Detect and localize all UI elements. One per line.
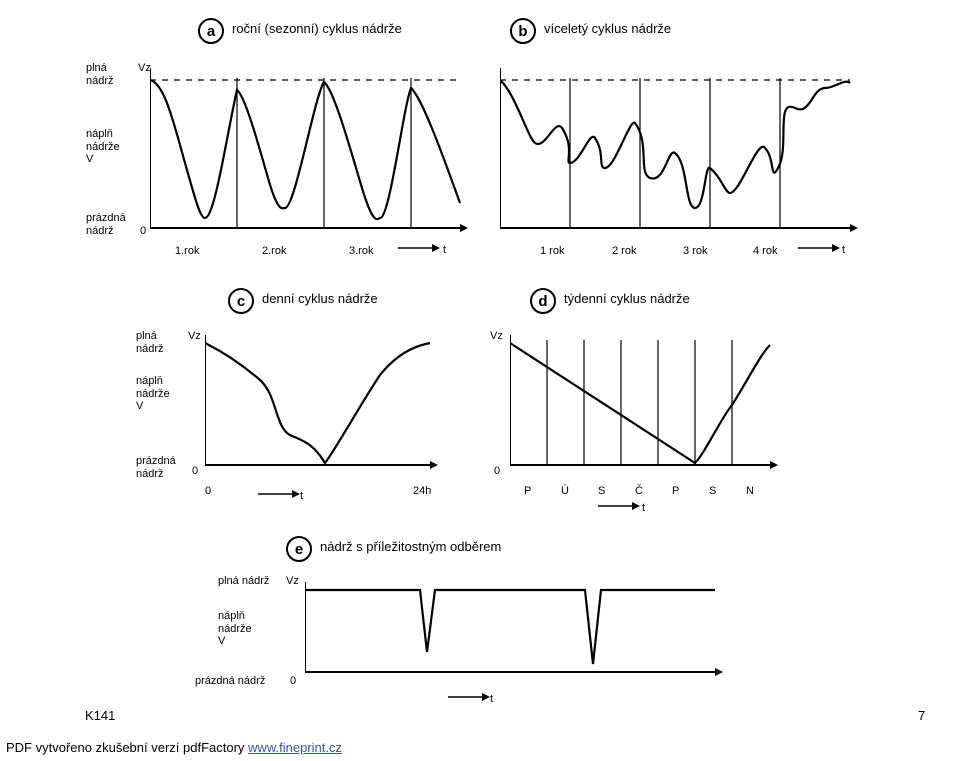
xtick-d-4: P [672, 485, 679, 498]
chart-b [500, 68, 870, 258]
footer-pdf-link[interactable]: www.fineprint.cz [248, 740, 342, 755]
xtick-b-3: 3 rok [683, 245, 707, 258]
vz-label-a: Vz [138, 62, 151, 75]
panel-d-header: d [530, 288, 556, 314]
time-t-a: t [443, 244, 446, 257]
panel-b-header: b [510, 18, 536, 44]
time-t-c: t [300, 490, 303, 503]
xtick-a-3: 3.rok [349, 245, 373, 258]
panel-e-header: e [286, 536, 312, 562]
chart-a [150, 68, 470, 258]
letter-d-icon: d [530, 288, 556, 314]
xtick-b-1: 1 rok [540, 245, 564, 258]
footer-page-number: 7 [918, 708, 925, 723]
panel-c-title: denní cyklus nádrže [262, 292, 378, 307]
xtick-d-6: N [746, 485, 754, 498]
vz-label-e: Vz [286, 575, 299, 588]
xtick-a-2: 2.rok [262, 245, 286, 258]
label-full-cd: plná nádrž [136, 330, 164, 355]
panel-e-title: nádrž s příležitostným odběrem [320, 540, 501, 555]
time-arrow-a-icon [398, 242, 440, 254]
footer-pdf: PDF vytvořeno zkušební verzí pdfFactory … [6, 740, 342, 755]
time-t-d: t [642, 502, 645, 515]
label-empty-ab: prázdná nádrž [86, 212, 126, 237]
zero-label-c: 0 [192, 465, 198, 478]
panel-a-header: a [198, 18, 224, 44]
chart-e [305, 582, 735, 692]
label-fill-cd: náplň nádrže V [136, 375, 170, 413]
xtick-b-4: 4 rok [753, 245, 777, 258]
panel-c-header: c [228, 288, 254, 314]
xtick-d-3: Č [635, 485, 643, 498]
xtick-c-0: 0 [205, 485, 211, 498]
footer-left: K141 [85, 708, 115, 723]
label-full-ab: plná nádrž [86, 62, 114, 87]
time-arrow-e-icon [448, 691, 490, 703]
xtick-d-2: S [598, 485, 605, 498]
panel-d-title: týdenní cyklus nádrže [564, 292, 690, 307]
panel-a-title: roční (sezonní) cyklus nádrže [232, 22, 402, 37]
page: a roční (sezonní) cyklus nádrže plná nád… [0, 0, 960, 761]
xtick-d-1: Ú [561, 485, 569, 498]
xtick-a-1: 1.rok [175, 245, 199, 258]
letter-b-icon: b [510, 18, 536, 44]
time-t-b: t [842, 244, 845, 257]
time-t-e: t [490, 693, 493, 706]
label-empty-e: prázdná nádrž [195, 675, 265, 688]
zero-label-e: 0 [290, 675, 296, 688]
vz-label-d: Vz [490, 330, 503, 343]
zero-label-d: 0 [494, 465, 500, 478]
label-fill-ab: náplň nádrže V [86, 128, 120, 166]
label-full-e: plná nádrž [218, 575, 269, 588]
time-arrow-c-icon [258, 488, 300, 500]
xtick-d-0: P [524, 485, 531, 498]
letter-e-icon: e [286, 536, 312, 562]
time-arrow-b-icon [798, 242, 840, 254]
xtick-c-1: 24h [413, 485, 431, 498]
chart-d [510, 335, 790, 495]
time-arrow-d-icon [598, 500, 640, 512]
letter-a-icon: a [198, 18, 224, 44]
vz-label-c: Vz [188, 330, 201, 343]
panel-b-title: víceletý cyklus nádrže [544, 22, 671, 37]
xtick-d-5: S [709, 485, 716, 498]
footer-pdf-prefix: PDF vytvořeno zkušební verzí pdfFactory [6, 740, 248, 755]
label-empty-cd: prázdná nádrž [136, 455, 176, 480]
letter-c-icon: c [228, 288, 254, 314]
chart-c [205, 335, 450, 495]
zero-label-a: 0 [140, 225, 146, 238]
xtick-b-2: 2 rok [612, 245, 636, 258]
label-fill-e: náplň nádrže V [218, 610, 252, 648]
